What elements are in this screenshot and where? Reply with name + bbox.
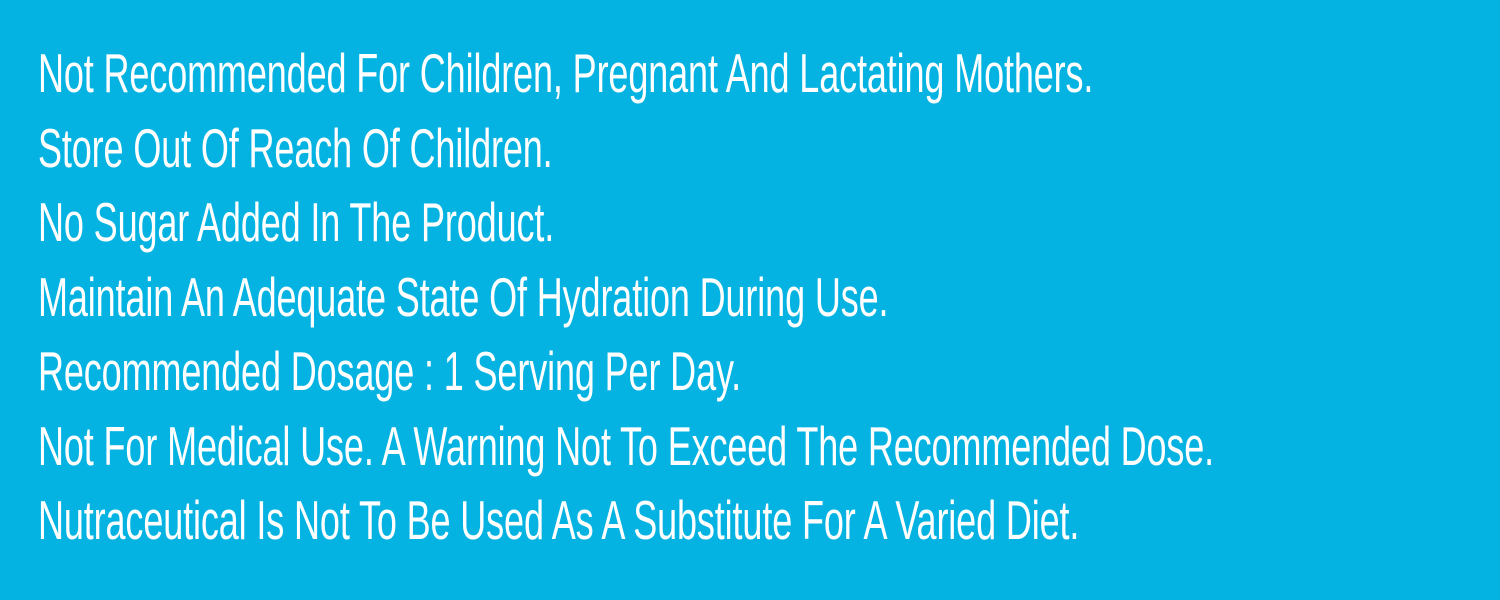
warning-line-no-sugar-added: No Sugar Added In The Product. (38, 191, 555, 253)
warning-line-not-for-medical-use: Not For Medical Use. A Warning Not To Ex… (38, 414, 1215, 477)
warning-line-store-out-of-reach: Store Out Of Reach Of Children. (38, 116, 553, 179)
warning-line-not-recommended-children: Not Recommended For Children, Pregnant A… (38, 42, 1094, 104)
warning-line-recommended-dosage: Recommended Dosage : 1 Serving Per Day. (38, 340, 742, 402)
warning-line-nutraceutical-substitute: Nutraceutical Is Not To Be Used As A Sub… (38, 489, 1080, 551)
warning-line-maintain-hydration: Maintain An Adequate State Of Hydration … (38, 265, 889, 328)
